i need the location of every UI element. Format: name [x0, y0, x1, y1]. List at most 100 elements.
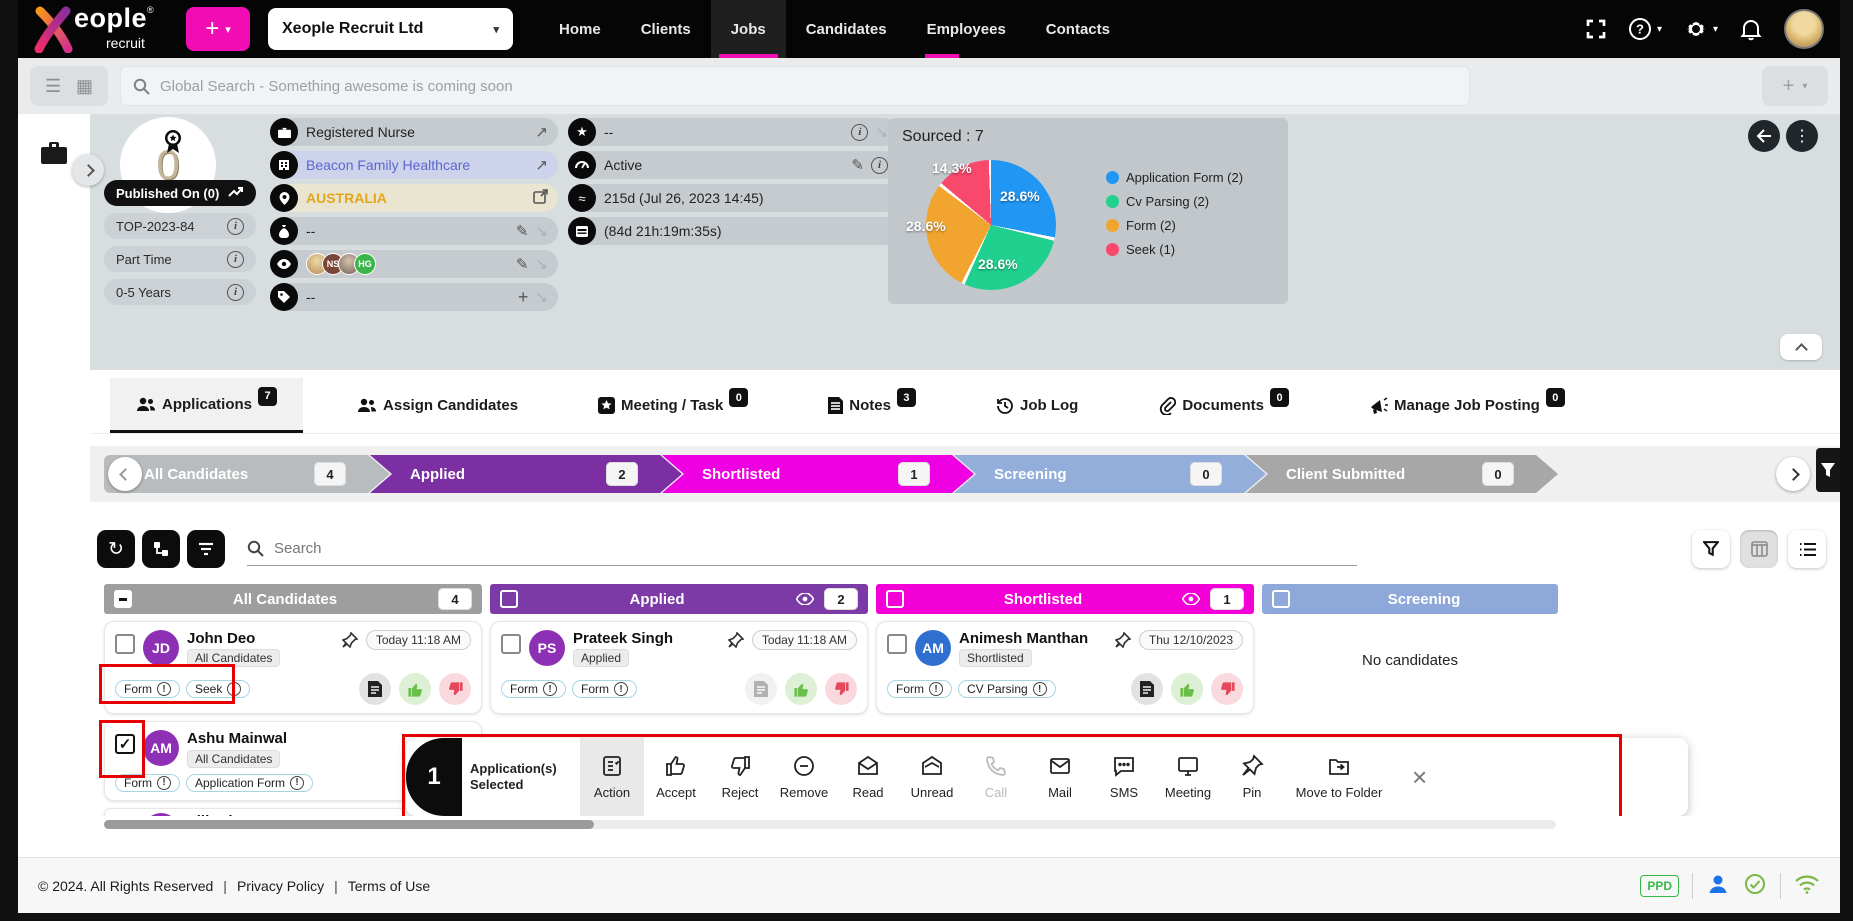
add-tag-icon[interactable]: + [517, 286, 529, 307]
chip-seek[interactable]: Seek! [186, 680, 251, 699]
help-menu[interactable]: ? ▾ [1628, 17, 1662, 41]
back-button[interactable] [1748, 120, 1780, 152]
team-avatar[interactable]: HG [354, 253, 376, 275]
grid-view-icon[interactable]: ▦ [76, 75, 94, 96]
open-link-icon[interactable]: ↗ [535, 157, 548, 174]
global-search-input[interactable]: Global Search - Something awesome is com… [120, 66, 1470, 106]
job-code-pill[interactable]: TOP-2023-84 i [104, 213, 256, 239]
pipeline-prev-button[interactable] [108, 457, 142, 491]
nav-item-candidates[interactable]: Candidates [805, 20, 887, 38]
accept-thumb-icon[interactable] [785, 673, 817, 706]
watch-eye-icon[interactable] [796, 593, 814, 605]
pin-icon[interactable] [727, 632, 744, 648]
chip-form[interactable]: Form! [115, 773, 180, 792]
reject-button[interactable]: Reject [708, 738, 772, 816]
xeople-logo[interactable]: eople ® recruit [32, 5, 182, 53]
candidate-name[interactable]: Ashu Mainwal [187, 730, 288, 748]
candidate-name[interactable]: John Deo [187, 630, 256, 647]
settings-menu[interactable]: ▾ [1684, 17, 1718, 41]
list-view-icon[interactable]: ☰ [44, 75, 62, 96]
tab-documents[interactable]: Documents 0 [1132, 378, 1315, 433]
more-options-button[interactable]: ⋮ [1786, 120, 1818, 152]
nav-item-employees[interactable]: Employees [907, 0, 1026, 58]
info-icon[interactable]: i [851, 123, 869, 141]
notifications-bell[interactable] [1740, 17, 1762, 41]
terms-of-use-link[interactable]: Terms of Use [347, 877, 431, 894]
reject-thumb-icon[interactable] [825, 673, 857, 706]
action-button[interactable]: Action [580, 738, 644, 816]
read-button[interactable]: Read [836, 738, 900, 816]
select-all-checkbox[interactable] [1272, 590, 1290, 608]
card-checkbox[interactable] [501, 634, 521, 654]
stage-screening[interactable]: Screening 0 [954, 455, 1266, 493]
client-name-link[interactable]: Beacon Family Healthcare [306, 157, 471, 173]
privacy-policy-link[interactable]: Privacy Policy [236, 877, 325, 894]
collapse-header-button[interactable] [1780, 334, 1822, 360]
nav-item-jobs[interactable]: Jobs [710, 0, 786, 58]
select-all-checkbox[interactable] [886, 590, 904, 608]
add-record-button[interactable]: + ▾ [1762, 66, 1828, 106]
fullscreen-icon[interactable] [1586, 19, 1606, 39]
move-to-folder-button[interactable]: Move to Folder [1284, 738, 1394, 816]
chip-form[interactable]: Form! [887, 680, 952, 699]
card-checkbox[interactable] [115, 634, 135, 654]
scrollbar-thumb[interactable] [104, 820, 594, 829]
briefcase-icon[interactable] [40, 140, 68, 171]
pin-icon[interactable] [1114, 632, 1131, 648]
sort-filter-button[interactable] [187, 530, 225, 568]
external-link-icon[interactable] [533, 188, 548, 208]
open-link-icon[interactable]: ↗ [535, 124, 548, 141]
nav-item-home[interactable]: Home [559, 20, 601, 38]
user-avatar[interactable] [1784, 9, 1824, 49]
team-avatars[interactable]: NS HG [306, 253, 376, 275]
job-type-pill[interactable]: Part Time i [104, 246, 256, 272]
kanban-view-button[interactable] [1740, 530, 1778, 568]
quick-add-button[interactable]: + ▾ [186, 7, 250, 51]
candidate-name[interactable]: Prateek Singh [573, 630, 674, 647]
select-all-checkbox[interactable] [114, 590, 132, 608]
account-status-icon[interactable] [1706, 872, 1730, 899]
tab-meeting-task[interactable]: Meeting / Task 0 [572, 378, 774, 433]
chip-form[interactable]: Form! [501, 680, 566, 699]
info-icon[interactable]: i [227, 217, 244, 235]
edit-icon[interactable]: ✎ [851, 157, 864, 174]
reject-thumb-icon[interactable] [439, 673, 471, 706]
candidate-card-prateek-singh[interactable]: PS Prateek Singh Applied Today 11:18 AM … [490, 621, 868, 715]
select-all-checkbox[interactable] [500, 590, 518, 608]
candidate-card-john-deo[interactable]: JD John Deo All Candidates Today 11:18 A… [99, 621, 482, 715]
experience-pill[interactable]: 0-5 Years i [104, 279, 256, 305]
stage-applied[interactable]: Applied 2 [370, 455, 682, 493]
stage-client-submitted[interactable]: Client Submitted 0 [1246, 455, 1558, 493]
published-pill[interactable]: Published On (0) [104, 180, 256, 206]
accept-button[interactable]: Accept [644, 738, 708, 816]
unread-button[interactable]: Unread [900, 738, 964, 816]
tab-notes[interactable]: Notes 3 [802, 378, 942, 433]
horizontal-scrollbar[interactable] [104, 820, 1556, 829]
remove-button[interactable]: Remove [772, 738, 836, 816]
edit-icon[interactable]: ✎ [515, 223, 529, 240]
close-action-bar[interactable]: × [1412, 761, 1428, 792]
list-view-button[interactable] [1788, 530, 1826, 568]
chip-form[interactable]: Form! [572, 680, 637, 699]
card-checkbox[interactable] [887, 634, 907, 654]
sms-button[interactable]: SMS [1092, 738, 1156, 816]
reject-thumb-icon[interactable] [1211, 673, 1243, 706]
pin-button[interactable]: Pin [1220, 738, 1284, 816]
tab-applications[interactable]: Applications 7 [110, 378, 304, 433]
stage-all-candidates[interactable]: All Candidates 4 [104, 455, 390, 493]
pin-icon[interactable] [341, 632, 358, 648]
tab-job-log[interactable]: Job Log [970, 378, 1104, 433]
resume-icon[interactable] [359, 673, 391, 706]
accept-thumb-icon[interactable] [1171, 673, 1203, 706]
edit-icon[interactable]: ✎ [515, 256, 529, 273]
nav-item-clients[interactable]: Clients [640, 20, 691, 38]
resume-icon[interactable] [1131, 673, 1163, 706]
info-icon[interactable]: i [227, 283, 244, 301]
mail-button[interactable]: Mail [1028, 738, 1092, 816]
candidate-name[interactable]: Animesh Manthan [959, 630, 1089, 647]
pipeline-next-button[interactable] [1776, 457, 1810, 491]
stage-shortlisted[interactable]: Shortlisted 1 [662, 455, 974, 493]
info-icon[interactable]: i [871, 156, 888, 174]
info-icon[interactable]: i [227, 250, 244, 268]
group-view-button[interactable] [142, 530, 180, 568]
